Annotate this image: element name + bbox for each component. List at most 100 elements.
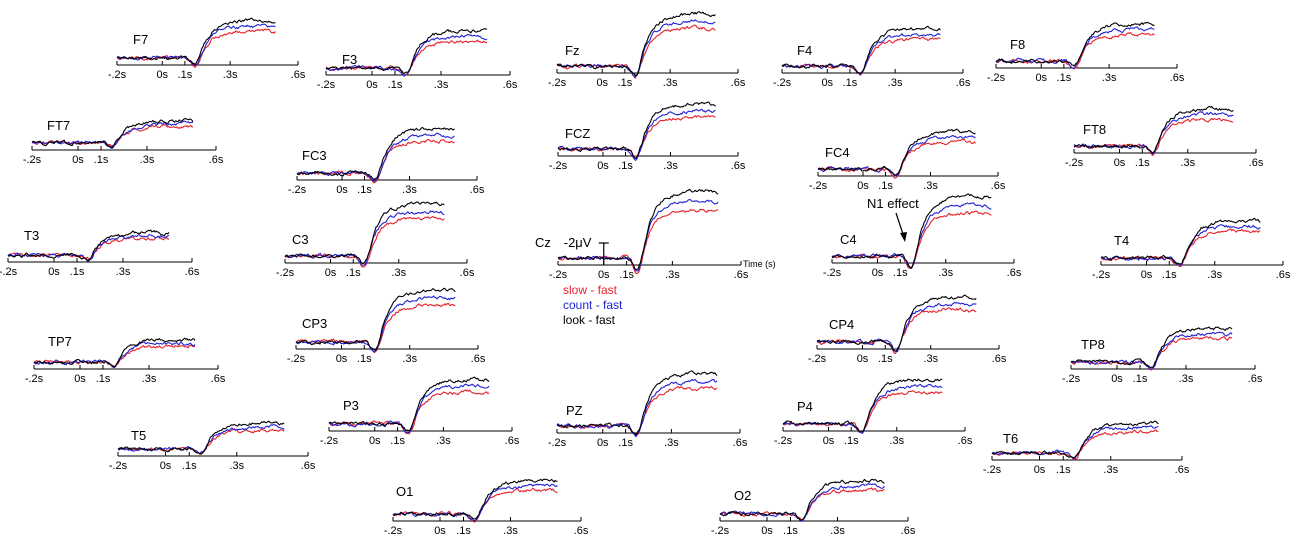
channel-label-p3: P3 — [343, 398, 359, 413]
panel-f7: -.2s 0s .1s .3s .6s F7 — [108, 17, 306, 81]
panel-cz: -.2s 0s .1s .3s .6s Cz -2μV Time (s) — [535, 188, 776, 281]
x-tick-label-fz: .6s — [731, 77, 746, 89]
x-tick-label-p3: -.2s — [320, 435, 339, 447]
x-tick-label-fcz: .1s — [618, 160, 633, 172]
wave-f4-look — [781, 25, 941, 75]
channel-label-fz: Fz — [565, 43, 579, 58]
wave-f4-count — [781, 32, 941, 75]
legend-entry-0: slow - fast — [563, 283, 618, 297]
x-tick-label-c3: .1s — [346, 267, 361, 279]
x-tick-label-f4: -.2s — [773, 77, 792, 89]
panel-fc3: -.2s 0s .1s .3s .6s FC3 — [288, 127, 485, 196]
x-tick-label-t6: .6s — [1175, 464, 1190, 476]
x-tick-label-f4: .6s — [956, 77, 971, 89]
panel-ft7: -.2s 0s .1s .3s .6s FT7 — [23, 117, 224, 166]
panel-f3: -.2s 0s .1s .3s .6s F3 — [317, 28, 518, 91]
x-tick-label-tp7: .6s — [211, 373, 226, 385]
x-tick-label-fc3: .3s — [402, 184, 417, 196]
x-tick-label-fc4: .6s — [991, 180, 1006, 192]
x-tick-label-c4: .3s — [938, 267, 953, 279]
x-tick-label-fc4: .1s — [878, 180, 893, 192]
wave-cz-look — [557, 188, 719, 271]
wave-ft7-look — [31, 117, 194, 149]
x-tick-label-tp8: .3s — [1179, 373, 1194, 385]
wave-t4-look — [1100, 217, 1261, 265]
x-tick-label-cp3: -.2s — [287, 353, 306, 365]
x-tick-label-c4: 0s — [872, 267, 884, 279]
x-tick-label-p3: 0s — [369, 435, 381, 447]
x-tick-label-cp4: 0s — [857, 353, 869, 365]
x-tick-label-f7: -.2s — [108, 69, 127, 81]
channel-label-o2: O2 — [734, 488, 751, 503]
wave-ft7-slow — [31, 123, 193, 148]
wave-tp8-slow — [1070, 335, 1233, 371]
wave-c4-count — [831, 202, 992, 269]
channel-label-tp7: TP7 — [48, 334, 72, 349]
x-tick-label-fc3: -.2s — [288, 184, 307, 196]
channel-label-c3: C3 — [292, 232, 309, 247]
x-tick-label-p4: -.2s — [774, 435, 793, 447]
x-tick-label-t6: 0s — [1034, 464, 1046, 476]
x-tick-label-tp7: .1s — [96, 373, 111, 385]
channel-label-ft8: FT8 — [1083, 122, 1106, 137]
wave-fc3-count — [296, 132, 455, 182]
x-tick-label-f3: 0s — [366, 79, 378, 91]
wave-c4-look — [831, 193, 992, 269]
wave-p3-count — [328, 383, 490, 434]
wave-t5-look — [117, 420, 285, 455]
channel-label-t4: T4 — [1114, 233, 1129, 248]
x-tick-label-o2: .6s — [901, 525, 916, 537]
x-tick-label-c4: .1s — [893, 267, 908, 279]
x-tick-label-t6: -.2s — [983, 464, 1002, 476]
scale-bar-label: -2μV — [564, 235, 592, 250]
x-tick-label-t3: .3s — [116, 266, 131, 278]
x-tick-label-cz: .1s — [619, 269, 634, 281]
time-axis-label: Time (s) — [743, 259, 776, 269]
x-tick-label-fc3: 0s — [336, 184, 348, 196]
x-tick-label-fcz: 0s — [597, 160, 609, 172]
wave-f7-slow — [116, 28, 276, 68]
panel-o2: -.2s 0s .1s .3s .6s O2 — [711, 478, 916, 537]
wave-c3-slow — [285, 215, 445, 268]
wave-f3-look — [325, 28, 488, 75]
legend-entry-2: look - fast — [563, 313, 616, 327]
x-tick-label-o1: 0s — [434, 525, 446, 537]
x-tick-label-f3: .3s — [434, 79, 449, 91]
x-tick-label-f8: .6s — [1170, 72, 1185, 84]
x-tick-label-ft7: .1s — [94, 154, 109, 166]
panel-tp7: -.2s 0s .1s .3s .6s TP7 — [25, 334, 226, 385]
wave-f8-look — [995, 21, 1155, 67]
wave-cp4-count — [816, 301, 977, 353]
wave-p3-look — [328, 376, 490, 432]
x-tick-label-t3: 0s — [48, 266, 60, 278]
x-tick-label-f7: 0s — [156, 69, 168, 81]
x-tick-label-f3: .6s — [503, 79, 518, 91]
x-tick-label-pz: -.2s — [548, 437, 567, 449]
x-tick-label-p3: .1s — [390, 435, 405, 447]
x-tick-label-ft7: .6s — [209, 154, 224, 166]
x-tick-label-c4: -.2s — [823, 267, 842, 279]
x-tick-label-o2: .3s — [830, 525, 845, 537]
x-tick-label-tp8: .1s — [1133, 373, 1148, 385]
x-tick-label-t4: .1s — [1162, 269, 1177, 281]
wave-o2-count — [719, 483, 885, 522]
x-tick-label-t6: .3s — [1103, 464, 1118, 476]
channel-panels: -.2s 0s .1s .3s .6s F7 -.2s 0s .1s .3s .6s F3 -.2s 0s… — [0, 11, 1291, 537]
x-tick-label-f7: .1s — [178, 69, 193, 81]
x-tick-label-fz: 0s — [596, 77, 608, 89]
channel-label-cz: Cz — [535, 235, 551, 250]
x-tick-label-f4: .1s — [843, 77, 858, 89]
x-tick-label-cp4: .3s — [923, 353, 938, 365]
panel-t5: -.2s 0s .1s .3s .6s T5 — [109, 420, 316, 472]
x-tick-label-c4: .6s — [1007, 267, 1022, 279]
x-tick-label-cp3: .3s — [402, 353, 417, 365]
channel-label-o1: O1 — [396, 484, 413, 499]
x-tick-label-ft8: -.2s — [1065, 157, 1084, 169]
n1-effect-arrowhead — [900, 232, 907, 242]
channel-label-p4: P4 — [797, 399, 813, 414]
panel-t3: -.2s 0s .1s .3s .6s T3 — [0, 228, 200, 278]
panel-pz: -.2s 0s .1s .3s .6s PZ — [548, 370, 748, 449]
panel-f4: -.2s 0s .1s .3s .6s F4 — [773, 25, 971, 89]
x-tick-label-o1: .6s — [574, 525, 589, 537]
